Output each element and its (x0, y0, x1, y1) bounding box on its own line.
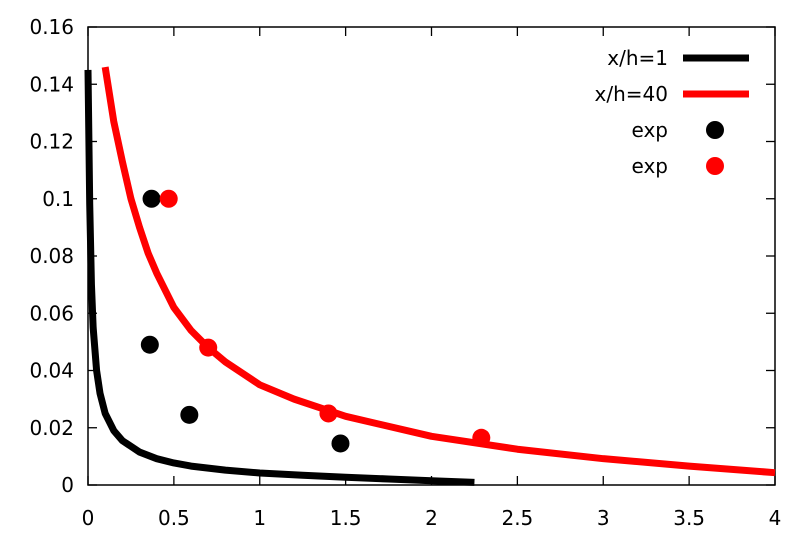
legend: x/h=1 x/h=40 exp exp (595, 46, 749, 178)
points-layer (140, 189, 491, 453)
y-tick-label: 0.16 (29, 15, 74, 39)
x-tick-label: 4 (769, 506, 782, 530)
data-point-2 (331, 434, 350, 453)
legend-swatch-2 (706, 121, 724, 139)
y-tick-label: 0.08 (29, 244, 74, 268)
data-point-2 (140, 335, 159, 354)
x-tick-label: 0 (82, 506, 95, 530)
series-line-0 (84, 69, 475, 486)
legend-label-0: x/h=1 (607, 46, 668, 70)
x-tick-label: 3 (597, 506, 610, 530)
legend-label-2: exp (632, 118, 668, 142)
x-tick-label: 2 (425, 506, 438, 530)
x-tick-label: 1.5 (330, 506, 362, 530)
data-point-3 (199, 338, 218, 357)
y-tick-label: 0.02 (29, 416, 74, 440)
data-point-2 (180, 405, 199, 424)
series-line-1 (101, 66, 776, 477)
legend-label-1: x/h=40 (595, 82, 668, 106)
x-tick-label: 3.5 (673, 506, 705, 530)
data-point-3 (319, 404, 338, 423)
y-tick-label: 0.12 (29, 130, 74, 154)
y-tick-label: 0.14 (29, 72, 74, 96)
y-tick-label: 0.04 (29, 359, 74, 383)
y-tick-label: 0.1 (42, 187, 74, 211)
x-tick-label: 2.5 (501, 506, 533, 530)
data-point-3 (159, 189, 178, 208)
legend-label-3: exp (632, 154, 668, 178)
legend-swatch-3 (706, 157, 724, 175)
x-tick-label: 1 (253, 506, 266, 530)
y-tick-label: 0.06 (29, 301, 74, 325)
x-tick-label: 0.5 (158, 506, 190, 530)
y-tick-label: 0 (61, 473, 74, 497)
ticks-layer: 0 0.5 1 1.5 2 2.5 3 3.5 4 0 0.02 0.04 0.06 0.08 0.1 0.1… (29, 15, 781, 530)
data-point-2 (142, 189, 161, 208)
data-point-3 (472, 428, 491, 447)
